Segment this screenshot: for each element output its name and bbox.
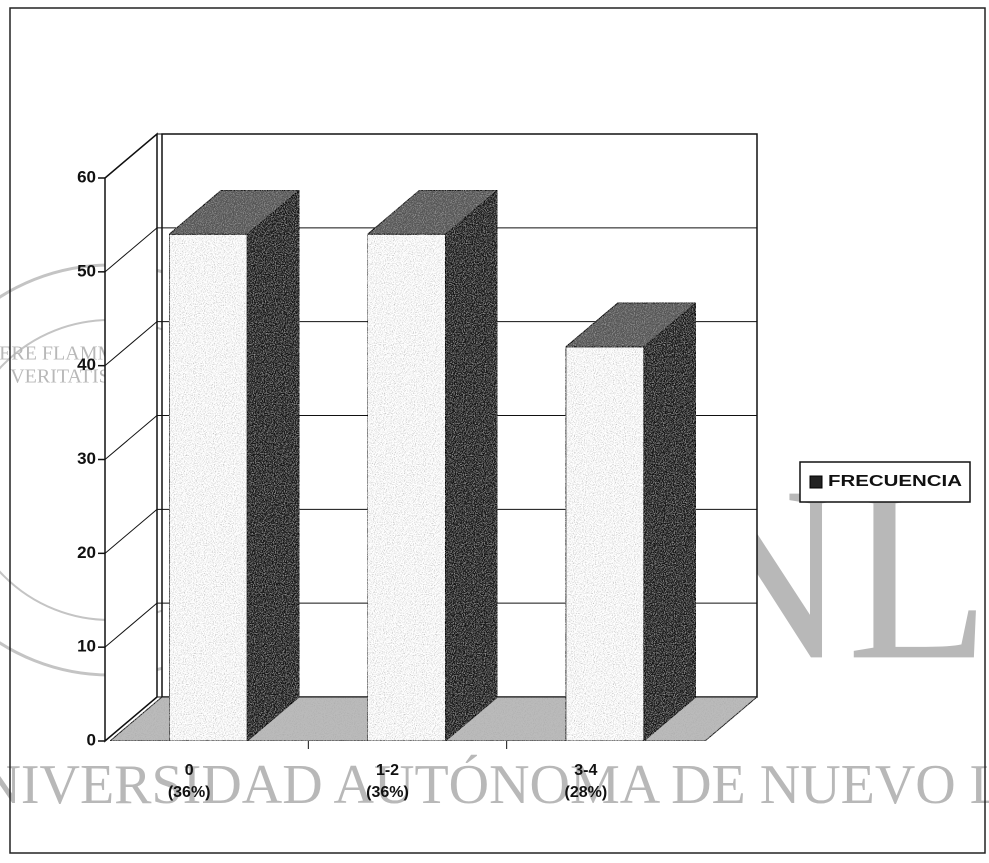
x-tick-label: 0 (185, 762, 194, 779)
legend-box (799, 461, 971, 503)
bar-side (643, 301, 697, 743)
x-tick-label: 3-4 (574, 762, 597, 779)
legend-swatch (809, 475, 823, 489)
bar-side (445, 189, 498, 743)
legend-label: FRECUENCIA (828, 473, 963, 490)
y-tick-label: 0 (87, 730, 96, 749)
frame (9, 7, 986, 854)
y-tick-label: 20 (77, 543, 96, 562)
grid-line (104, 321, 158, 367)
watermark-text: UNIVERSIDAD AUTÓNOMA DE NUEVO LEÓN (0, 753, 989, 816)
grid-line (104, 508, 158, 554)
y-tick-label: 10 (77, 637, 96, 656)
x-tick-label: 1-2 (376, 762, 399, 779)
bar-side (246, 189, 300, 743)
x-tick-note: (36%) (366, 784, 409, 801)
grid-line (104, 227, 158, 273)
grid-line (104, 133, 158, 179)
x-tick-note: (36%) (168, 784, 211, 801)
y-tick-label: 50 (77, 261, 96, 280)
bar (168, 233, 248, 742)
grid-line (104, 602, 158, 648)
grid-line (104, 415, 158, 460)
plot: 0 10 20 30 40 50 60 0 (36%) 1-2 (36%) 3-4 (28%) FRECU… (77, 132, 971, 801)
y-tick-label: 60 (77, 167, 96, 186)
grid-line (104, 696, 158, 742)
x-tick-note: (28%) (564, 784, 607, 801)
motto: VERITATIS (10, 366, 110, 388)
y-tick-label: 30 (77, 449, 96, 468)
y-tick-label: 40 (77, 355, 96, 374)
bar (565, 346, 645, 742)
bar (367, 233, 446, 742)
